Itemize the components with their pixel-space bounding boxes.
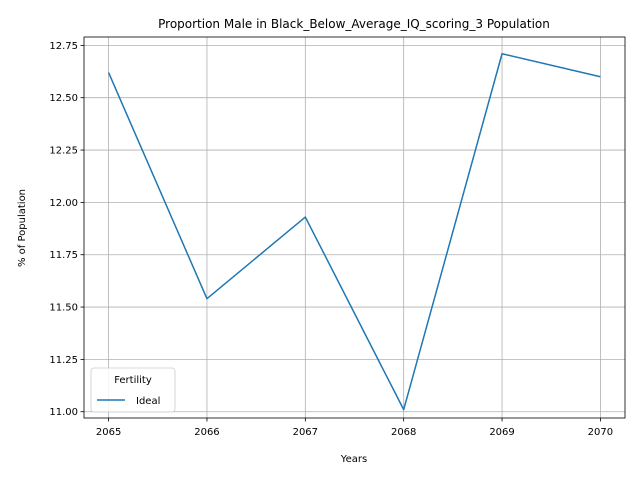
x-tick-label: 2070 [588, 427, 613, 438]
y-tick-label: 11.50 [49, 303, 78, 314]
legend-box [90, 367, 176, 413]
x-tick-label: 2069 [489, 427, 514, 438]
x-tick-label: 2066 [194, 427, 219, 438]
legend: Fertility Ideal [90, 367, 176, 413]
x-axis-label: Years [340, 454, 367, 465]
y-tick-label: 12.25 [49, 146, 78, 157]
y-tick-label: 11.75 [49, 250, 78, 261]
x-axis-ticks: 2065 2066 2067 2068 2069 2070 [96, 418, 613, 438]
x-tick-label: 2068 [391, 427, 416, 438]
y-tick-label: 11.00 [49, 407, 78, 418]
y-tick-label: 12.75 [49, 41, 78, 52]
series-line-ideal [107, 53, 601, 411]
y-tick-label: 12.00 [49, 198, 78, 209]
plot-frame [83, 36, 626, 419]
chart-title: Proportion Male in Black_Below_Average_I… [158, 17, 550, 31]
y-axis-label: % of Population [17, 189, 28, 267]
x-tick-label: 2065 [96, 427, 121, 438]
y-tick-label: 11.25 [49, 355, 78, 366]
y-tick-label: 12.50 [49, 93, 78, 104]
y-axis-ticks: 11.00 11.25 11.50 11.75 12.00 12.25 12.50 12.75 [49, 41, 84, 418]
legend-label-ideal: Ideal [136, 396, 160, 407]
grid [84, 37, 625, 418]
legend-title: Fertility [114, 375, 152, 386]
x-tick-label: 2067 [293, 427, 318, 438]
